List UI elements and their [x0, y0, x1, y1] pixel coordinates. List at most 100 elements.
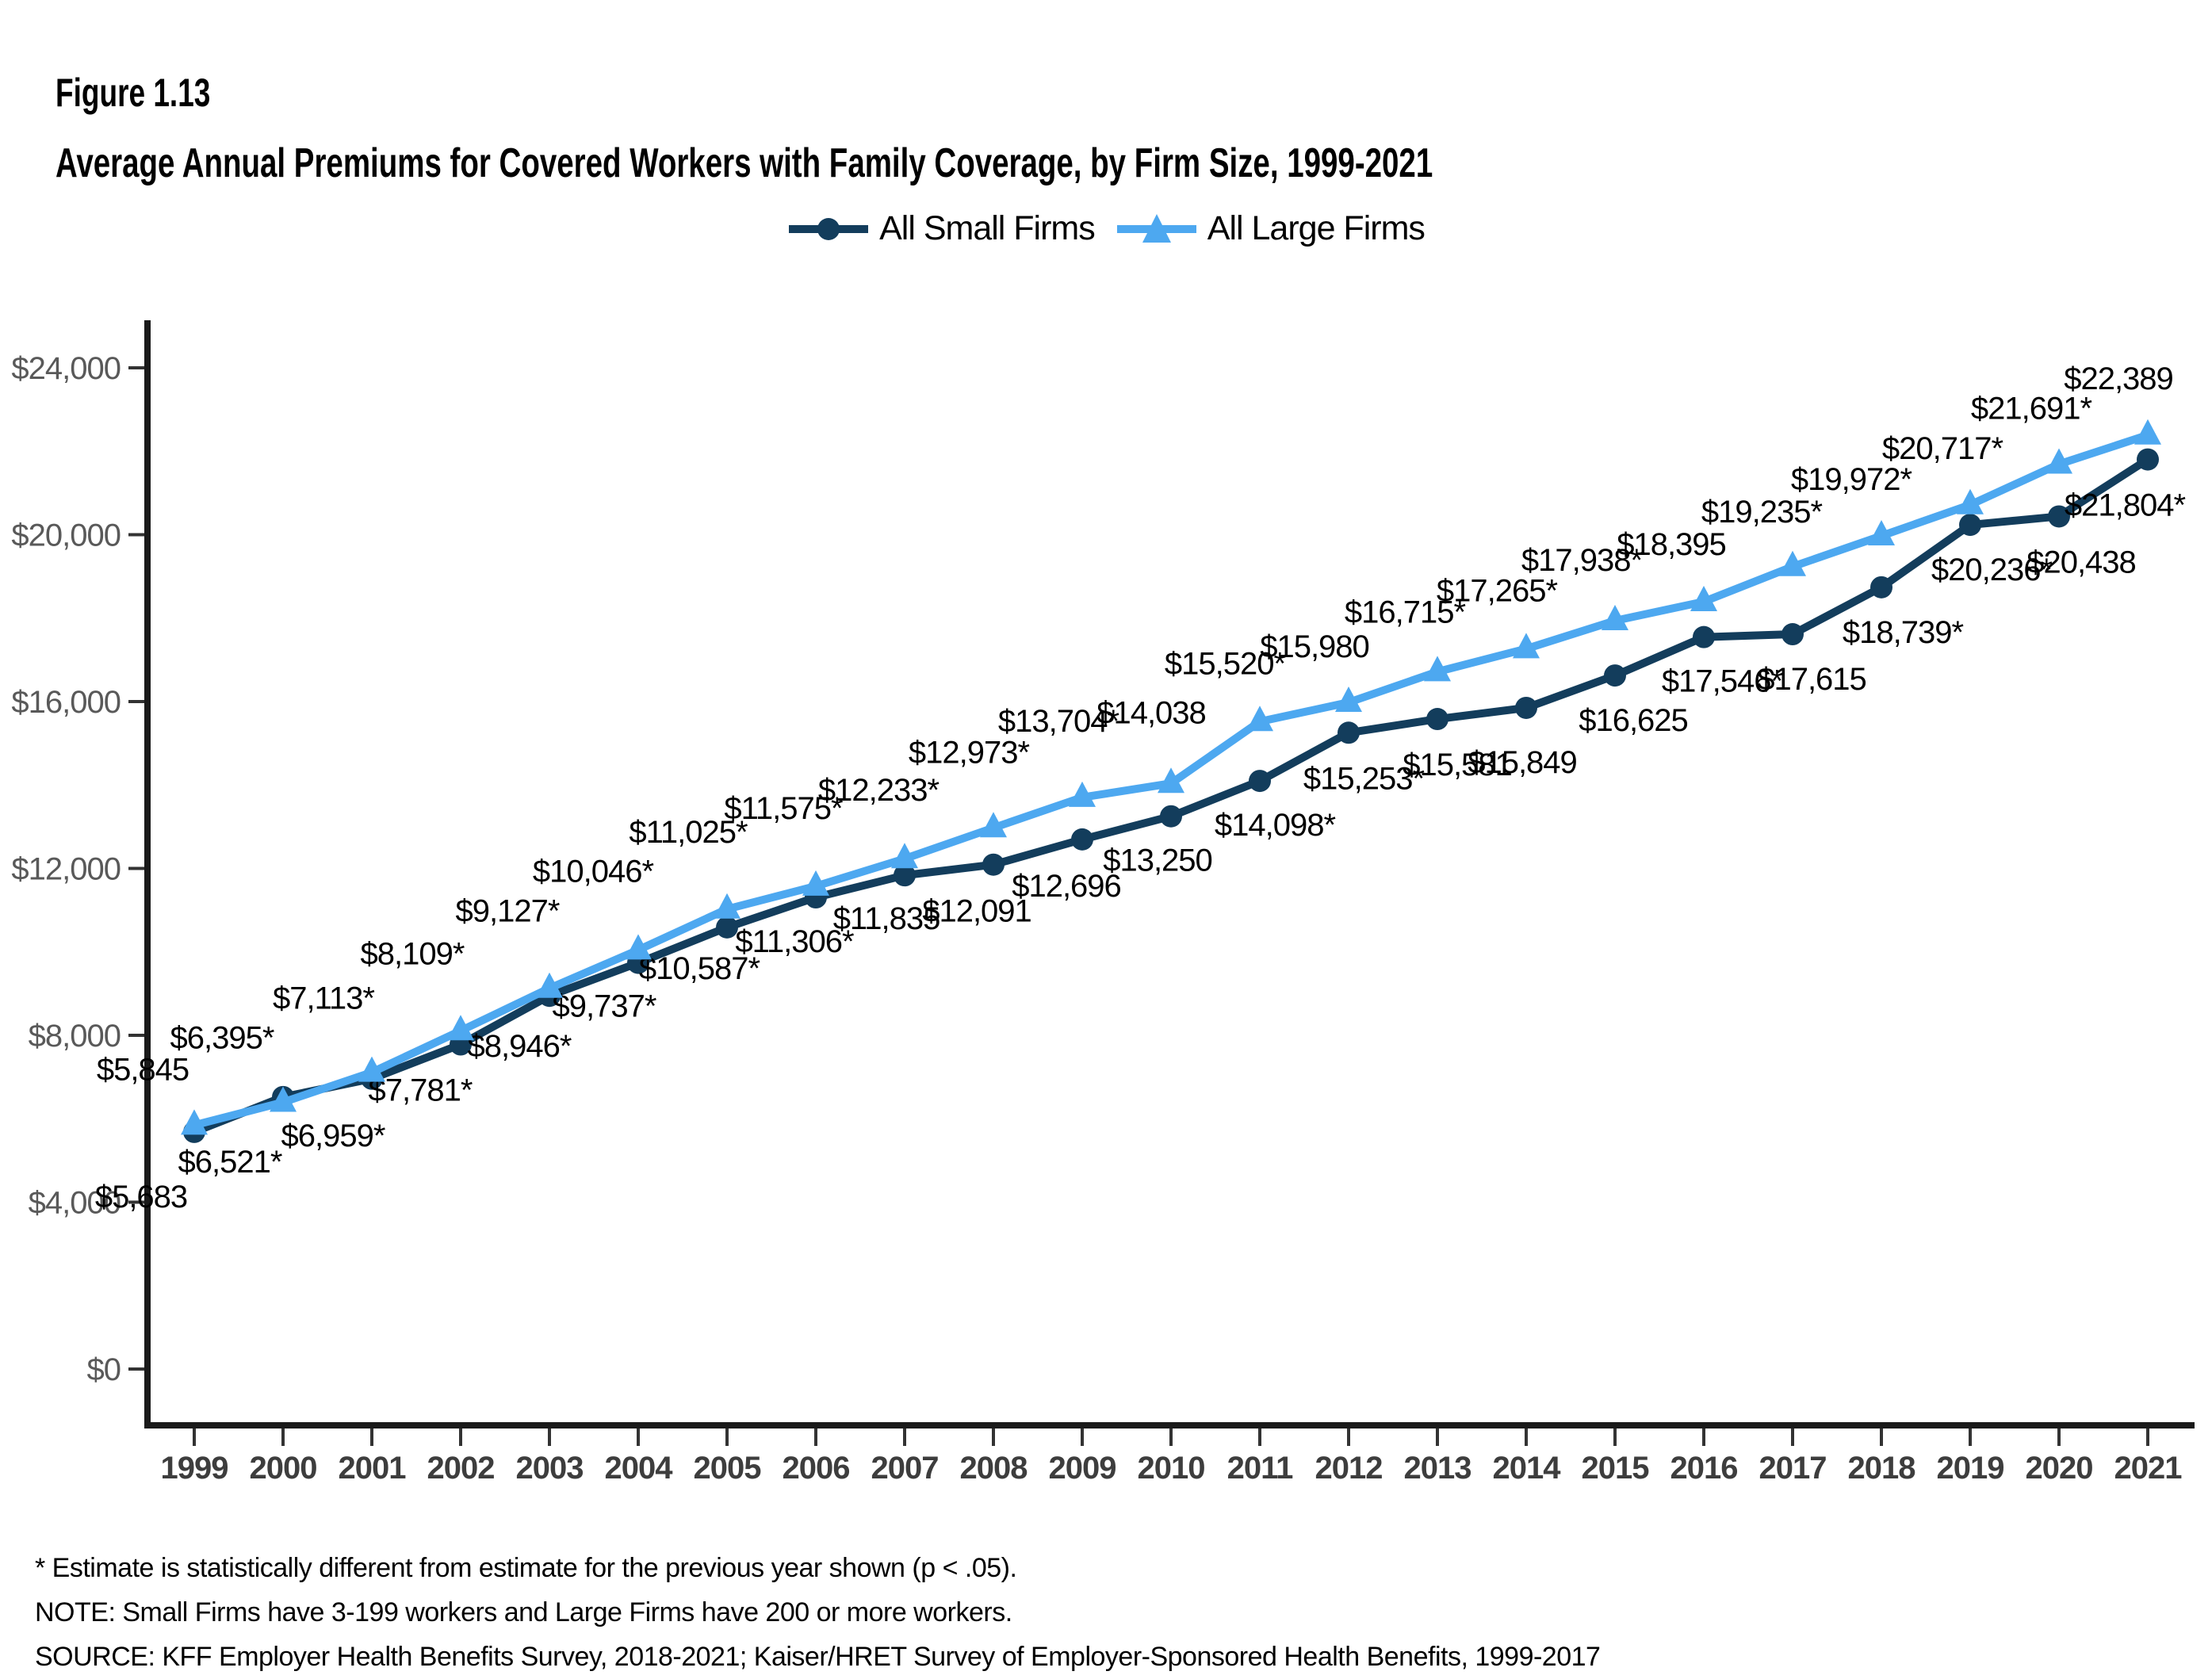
data-label-small-2009: $12,696: [1012, 869, 1121, 904]
data-point-large-2014: [1513, 633, 1540, 659]
y-axis-tick-label: $20,000: [11, 518, 121, 553]
y-axis-tick-label: $8,000: [29, 1019, 121, 1054]
data-label-large-2011: $15,520*: [1165, 646, 1286, 681]
legend-item-small-firms: All Small Firms: [787, 209, 1096, 248]
data-label-large-2001: $7,113*: [273, 981, 374, 1016]
data-point-small-2019: [1959, 514, 1981, 537]
data-point-small-2009: [1071, 828, 1093, 851]
data-point-large-2002: [447, 1015, 474, 1041]
data-point-small-2005: [716, 916, 738, 939]
data-label-small-2003: $8,946*: [468, 1029, 572, 1064]
data-point-large-2012: [1335, 687, 1362, 713]
data-point-large-2011: [1246, 706, 1273, 732]
x-axis-tick-label: 2018: [1848, 1451, 1916, 1486]
data-point-large-2006: [802, 870, 829, 896]
data-point-small-2013: [1426, 708, 1449, 731]
data-point-large-2010: [1158, 767, 1184, 794]
legend-label-large-firms: All Large Firms: [1207, 209, 1426, 247]
data-label-small-2020: $20,438: [2026, 545, 2136, 579]
data-point-small-2007: [894, 864, 916, 887]
y-axis-tick-label: $4,000: [29, 1186, 121, 1221]
data-point-large-2004: [625, 934, 652, 960]
data-label-small-2008: $12,091: [922, 894, 1031, 929]
data-label-small-2013: $15,581: [1403, 748, 1512, 782]
data-label-large-2008: $12,973*: [909, 735, 1030, 770]
footnotes: * Estimate is statistically different fr…: [35, 1546, 1601, 1679]
data-label-small-1999: $5,683: [95, 1180, 187, 1214]
y-axis-tick-label: $24,000: [11, 351, 121, 386]
x-axis-tick-label: 2014: [1493, 1451, 1562, 1486]
data-point-small-2015: [1604, 664, 1626, 687]
y-axis-tick-label: $12,000: [11, 852, 121, 887]
data-point-large-2019: [1957, 488, 1984, 514]
data-label-small-2005: $10,587*: [639, 951, 760, 986]
x-axis-tick-label: 2011: [1227, 1451, 1294, 1486]
data-point-large-2009: [1069, 781, 1096, 807]
data-point-small-2008: [982, 853, 1005, 876]
x-axis-tick-label: 2012: [1315, 1451, 1383, 1486]
data-point-small-2012: [1338, 721, 1360, 744]
data-point-large-2016: [1690, 585, 1717, 611]
x-axis-tick-label: 2010: [1138, 1451, 1205, 1486]
data-label-large-2007: $12,233*: [818, 773, 940, 808]
data-label-small-2017: $17,615: [1757, 662, 1866, 697]
page-title: Average Annual Premiums for Covered Work…: [55, 140, 1433, 186]
data-label-large-2002: $8,109*: [361, 936, 465, 971]
data-label-large-1999: $5,845: [97, 1052, 189, 1087]
data-point-small-2020: [2048, 505, 2070, 528]
data-point-large-1999: [181, 1109, 208, 1135]
data-label-small-2021: $21,804*: [2065, 488, 2186, 523]
x-axis-tick-label: 2019: [1937, 1451, 2004, 1486]
y-axis-tick-label: $0: [87, 1352, 121, 1387]
x-axis-tick-label: 2013: [1404, 1451, 1471, 1486]
x-axis-tick-label: 2020: [2026, 1451, 2093, 1486]
small-firms-line-circle-icon: [789, 217, 869, 240]
data-label-small-2015: $16,625: [1579, 703, 1688, 738]
data-label-large-2018: $19,972*: [1791, 462, 1912, 497]
data-label-large-2019: $20,717*: [1882, 431, 2003, 466]
x-axis-tick-label: 2006: [783, 1451, 850, 1486]
x-axis-tick-label: 2009: [1049, 1451, 1116, 1486]
data-point-large-2008: [980, 812, 1007, 838]
y-axis-tick-label: $16,000: [11, 685, 121, 720]
data-point-small-2011: [1249, 770, 1271, 793]
data-point-large-2007: [891, 843, 918, 869]
data-label-large-2012: $15,980: [1260, 629, 1369, 664]
data-point-small-2018: [1870, 576, 1892, 599]
data-label-small-2011: $14,098*: [1215, 808, 1336, 843]
data-point-small-2021: [2137, 448, 2159, 471]
data-label-large-2006: $11,575*: [724, 791, 843, 826]
data-label-small-2001: $6,959*: [281, 1119, 385, 1153]
data-label-large-2020: $21,691*: [1971, 392, 2092, 426]
x-axis-tick-label: 2007: [871, 1451, 939, 1486]
data-label-small-2006: $11,306*: [735, 924, 854, 959]
data-point-large-2015: [1602, 605, 1628, 631]
data-label-large-2010: $14,038: [1096, 695, 1206, 730]
data-label-large-2003: $9,127*: [456, 894, 560, 929]
x-axis-tick-label: 1999: [161, 1451, 228, 1486]
data-point-small-2016: [1693, 625, 1715, 648]
footnote-source: SOURCE: KFF Employer Health Benefits Sur…: [35, 1642, 1601, 1672]
data-label-small-2016: $17,546*: [1662, 664, 1783, 699]
data-label-large-2021: $22,389: [2064, 361, 2173, 396]
data-label-large-2016: $18,395: [1617, 527, 1726, 562]
large-firms-line-triangle-icon: [1116, 213, 1196, 243]
data-label-large-2005: $11,025*: [629, 815, 748, 850]
data-point-small-2010: [1160, 805, 1182, 828]
data-label-large-2017: $19,235*: [1701, 495, 1823, 530]
data-point-large-2003: [536, 972, 563, 998]
data-label-large-2004: $10,046*: [533, 854, 654, 889]
x-axis-tick-label: 2015: [1582, 1451, 1650, 1486]
data-point-large-2017: [1779, 550, 1806, 576]
footnote-note: NOTE: Small Firms have 3-199 workers and…: [35, 1597, 1012, 1627]
x-axis-tick-label: 2002: [427, 1451, 495, 1486]
legend-item-large-firms: All Large Firms: [1116, 209, 1426, 248]
data-label-small-2012: $15,253*: [1303, 761, 1425, 796]
data-label-small-2007: $11,835: [833, 901, 940, 936]
data-point-large-2021: [2134, 419, 2161, 445]
data-label-small-2014: $15,849: [1468, 745, 1577, 780]
chart-legend: All Small Firms All Large Firms: [0, 209, 2212, 248]
data-label-small-2010: $13,250: [1103, 843, 1212, 878]
x-axis-tick-label: 2016: [1670, 1451, 1738, 1486]
x-axis-tick-label: 2004: [605, 1451, 674, 1486]
